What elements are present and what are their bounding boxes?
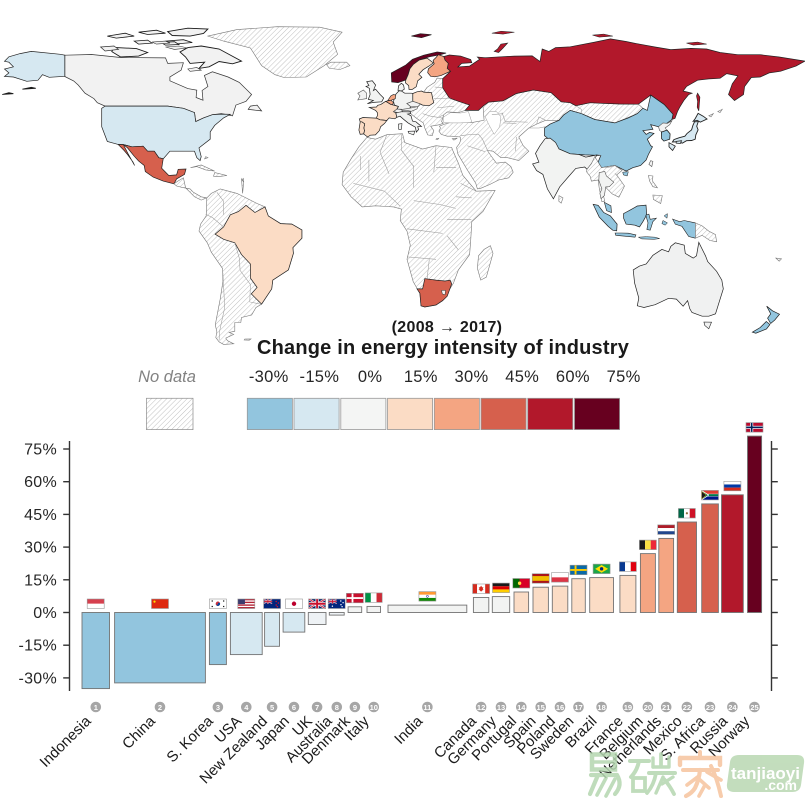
svg-text:16: 16 [556,703,564,712]
svg-text:23: 23 [706,703,714,712]
svg-text:60%: 60% [556,368,590,386]
svg-text:24: 24 [728,703,737,712]
svg-text:17: 17 [574,703,582,712]
svg-text:21: 21 [662,703,670,712]
svg-text:0%: 0% [33,605,57,622]
svg-text:19: 19 [624,703,632,712]
svg-text:-30%: -30% [249,368,289,386]
svg-text:-15%: -15% [300,368,340,386]
svg-text:15%: 15% [404,368,438,386]
svg-text:15: 15 [537,703,545,712]
svg-text:7: 7 [315,703,319,712]
svg-text:15%: 15% [24,572,57,589]
svg-text:20: 20 [644,703,652,712]
svg-text:75%: 75% [24,442,57,459]
svg-text:14: 14 [517,703,526,712]
svg-text:25: 25 [750,703,758,712]
svg-text:75%: 75% [607,368,641,386]
svg-text:4: 4 [244,703,249,712]
svg-text:22: 22 [683,703,691,712]
svg-text:5: 5 [270,703,274,712]
svg-text:-15%: -15% [18,638,57,655]
svg-text:3: 3 [216,703,220,712]
svg-text:-30%: -30% [18,670,57,687]
svg-text:45%: 45% [24,507,57,524]
svg-text:Change in energy intensity of: Change in energy intensity of industry [257,337,630,359]
svg-text:60%: 60% [24,474,57,491]
svg-text:.com: .com [764,777,797,793]
svg-text:0%: 0% [358,368,382,386]
svg-text:8: 8 [335,703,339,712]
svg-text:9: 9 [353,703,357,712]
svg-text:1: 1 [94,703,98,712]
svg-text:30%: 30% [24,540,57,557]
svg-text:tanjiaoyi: tanjiaoyi [731,764,800,783]
svg-text:13: 13 [497,703,505,712]
svg-text:No data: No data [138,368,196,386]
svg-text:11: 11 [423,703,431,712]
svg-text:6: 6 [292,703,296,712]
svg-text:30%: 30% [455,368,489,386]
svg-text:18: 18 [597,703,605,712]
svg-text:(2008 → 2017): (2008 → 2017) [392,319,503,336]
svg-text:2: 2 [158,703,162,712]
svg-text:10: 10 [370,703,378,712]
svg-text:45%: 45% [505,368,539,386]
svg-text:12: 12 [477,703,485,712]
